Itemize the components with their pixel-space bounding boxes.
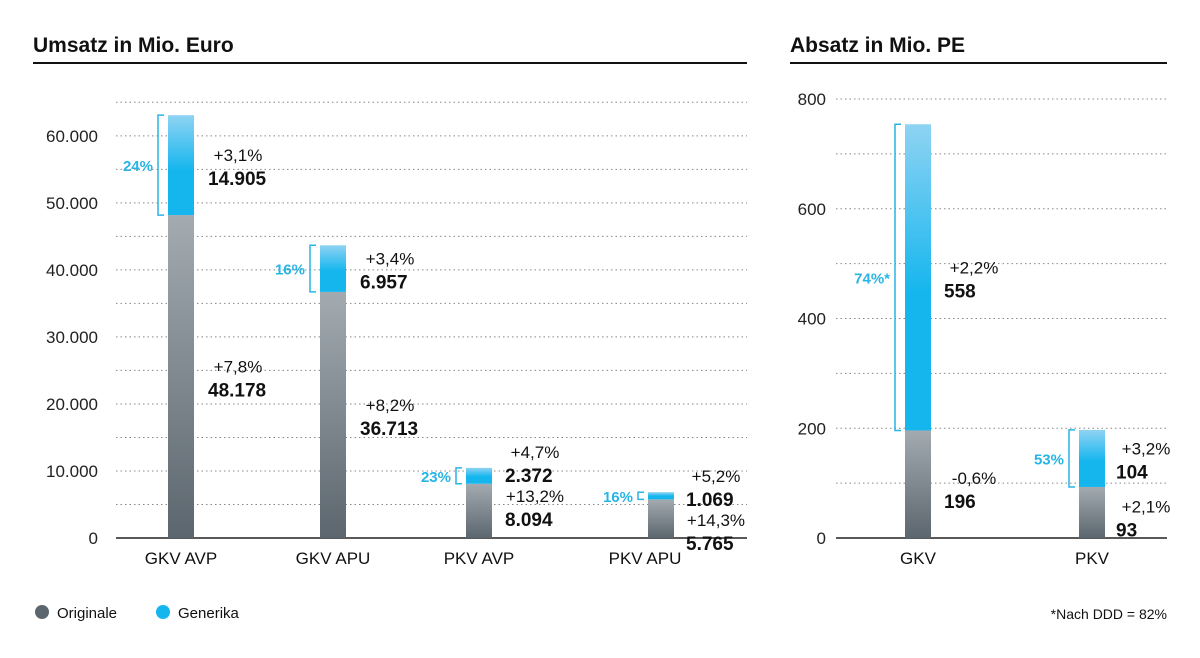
x-category-label: GKV <box>900 549 937 568</box>
originale-value-label: 196 <box>944 492 976 513</box>
y-tick-label: 0 <box>817 529 826 548</box>
y-tick-label: 10.000 <box>46 462 98 481</box>
y-tick-label: 400 <box>798 310 826 329</box>
originale-change-label: +14,3% <box>687 511 745 530</box>
generika-change-label: +2,2% <box>950 258 999 277</box>
legend-generika-swatch <box>156 605 170 619</box>
y-tick-label: 20.000 <box>46 395 98 414</box>
originale-change-label: +13,2% <box>506 487 564 506</box>
share-bracket <box>1068 429 1075 488</box>
generika-value-label: 1.069 <box>686 490 734 511</box>
generika-change-label: +3,2% <box>1122 439 1171 458</box>
legend-originale-label: Originale <box>57 605 117 622</box>
generika-value-label: 14.905 <box>208 169 267 190</box>
originale-value-label: 48.178 <box>208 381 266 402</box>
bar-originale <box>648 499 674 538</box>
bar-generika <box>1079 429 1105 487</box>
legend-generika-label: Generika <box>178 605 240 622</box>
bar-originale <box>320 291 346 538</box>
bar-originale <box>466 483 492 538</box>
generika-value-label: 104 <box>1116 462 1148 483</box>
generika-change-label: +3,1% <box>214 146 263 165</box>
originale-value-label: 93 <box>1116 520 1137 541</box>
y-tick-label: 40.000 <box>46 261 98 280</box>
originale-change-label: +2,1% <box>1122 497 1171 516</box>
originale-value-label: 36.713 <box>360 419 418 440</box>
bar-originale <box>1079 486 1105 538</box>
originale-change-label: +8,2% <box>366 396 415 415</box>
chart-title-absatz: Absatz in Mio. PE <box>790 34 965 57</box>
x-category-label: PKV APU <box>609 549 682 568</box>
generika-change-label: +3,4% <box>366 250 415 269</box>
share-bracket <box>894 123 901 432</box>
y-tick-label: 50.000 <box>46 194 98 213</box>
generika-change-label: +4,7% <box>511 443 560 462</box>
y-tick-label: 600 <box>798 200 826 219</box>
originale-value-label: 8.094 <box>505 510 553 531</box>
y-tick-label: 0 <box>89 529 98 548</box>
plot-absatz: 0 200 400 600 800 GKV 74%* +2,2% 558 -0,6% 196 PKV 5… <box>798 90 1171 568</box>
generika-share-label: 24% <box>123 158 153 175</box>
bar-generika <box>320 245 346 292</box>
generika-share-label: 16% <box>603 489 633 506</box>
share-bracket <box>637 491 644 501</box>
x-category-label: GKV APU <box>296 549 371 568</box>
bar-generika <box>648 492 674 500</box>
plot-umsatz: 0 10.000 20.000 30.000 40.000 50.000 60.000 GKV… <box>46 101 747 568</box>
x-category-label: PKV <box>1075 549 1110 568</box>
bar-generika <box>168 115 194 216</box>
originale-value-label: 5.765 <box>686 534 734 555</box>
y-tick-label: 200 <box>798 419 826 438</box>
share-bracket <box>309 244 316 293</box>
footnote: *Nach DDD = 82% <box>1051 606 1167 622</box>
bar-originale <box>905 430 931 538</box>
generika-value-label: 558 <box>944 281 976 302</box>
originale-change-label: -0,6% <box>952 469 996 488</box>
generika-change-label: +5,2% <box>692 467 741 486</box>
bar-originale <box>168 215 194 538</box>
generika-share-label: 23% <box>421 469 451 486</box>
y-tick-label: 60.000 <box>46 127 98 146</box>
generika-share-label: 16% <box>275 262 305 279</box>
chart-title-umsatz: Umsatz in Mio. Euro <box>33 34 234 57</box>
bar-generika <box>905 124 931 431</box>
bar-generika <box>466 467 492 484</box>
y-tick-label: 30.000 <box>46 328 98 347</box>
legend-originale-swatch <box>35 605 49 619</box>
generika-value-label: 6.957 <box>360 273 408 294</box>
originale-change-label: +7,8% <box>214 358 263 377</box>
generika-share-label: 53% <box>1034 451 1064 468</box>
x-category-label: PKV AVP <box>444 549 515 568</box>
x-category-label: GKV AVP <box>145 549 217 568</box>
generika-share-label: 74%* <box>854 270 890 287</box>
y-tick-label: 800 <box>798 90 826 109</box>
share-bracket <box>157 114 164 216</box>
share-bracket <box>455 467 462 485</box>
generika-value-label: 2.372 <box>505 466 553 487</box>
